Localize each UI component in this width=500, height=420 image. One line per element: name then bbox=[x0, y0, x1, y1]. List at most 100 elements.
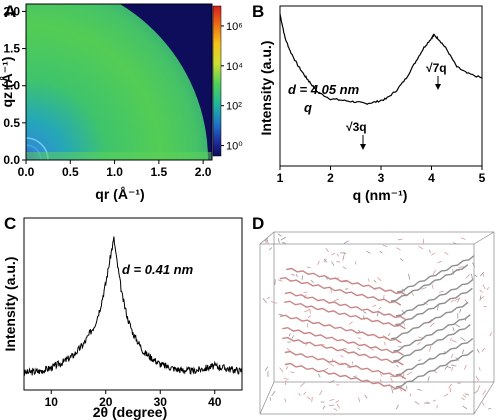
solvent-molecule bbox=[452, 327, 455, 332]
solvent-molecule bbox=[414, 401, 420, 405]
solvent-molecule bbox=[391, 387, 394, 394]
pink-chain bbox=[282, 336, 404, 366]
specular-band bbox=[26, 152, 212, 160]
solvent-molecule bbox=[396, 364, 399, 368]
solvent-molecule bbox=[475, 375, 480, 382]
gray-chain bbox=[395, 337, 474, 376]
solvent-molecule bbox=[489, 332, 493, 337]
pink-chain bbox=[284, 362, 407, 392]
solvent-molecule bbox=[290, 371, 295, 374]
solvent-molecule bbox=[325, 247, 329, 253]
panel-c-xtick-label: 30 bbox=[154, 395, 168, 409]
solvent-molecule bbox=[279, 367, 284, 373]
panel-a-ylabel: qz (Å⁻¹) bbox=[0, 57, 15, 108]
solvent-molecule bbox=[331, 252, 335, 256]
panel-a-ytick-label: 1.5 bbox=[3, 42, 20, 56]
panel-c-axes: 10 20 30 40 bbox=[45, 390, 222, 409]
solvent-molecule bbox=[310, 280, 314, 283]
solvent-molecule bbox=[353, 375, 357, 378]
solvent-molecule bbox=[343, 347, 348, 350]
solvent-molecule bbox=[453, 242, 458, 245]
solvent-molecule bbox=[450, 299, 455, 303]
solvent-molecule bbox=[269, 397, 272, 401]
solvent-molecule bbox=[328, 404, 335, 406]
solvent-molecule bbox=[303, 391, 307, 396]
solvent-molecule bbox=[477, 384, 481, 390]
solvent-molecule bbox=[390, 377, 394, 383]
solvent-molecule bbox=[271, 301, 277, 304]
solvent-molecule bbox=[342, 256, 344, 261]
solvent-molecule bbox=[481, 401, 485, 406]
solvent-molecule bbox=[357, 347, 361, 351]
solvent-molecule bbox=[478, 367, 481, 371]
solvent-molecule bbox=[277, 279, 283, 282]
solvent-molecule bbox=[451, 339, 457, 343]
panel-c-xtick-label: 40 bbox=[208, 395, 222, 409]
solvent-molecule bbox=[463, 364, 467, 370]
solvent-molecule bbox=[329, 362, 335, 367]
colorbar-ticks: 10⁶ 10⁴ 10² 10⁰ bbox=[221, 21, 243, 153]
gray-chain bbox=[393, 314, 471, 352]
solvent-molecule bbox=[319, 390, 323, 396]
solvent-molecule bbox=[418, 245, 424, 250]
arrowhead-sqrt7q bbox=[435, 84, 441, 90]
gray-chains bbox=[390, 254, 475, 388]
solvent-molecule bbox=[416, 388, 422, 391]
solvent-molecule bbox=[306, 266, 311, 269]
heatmap-frame bbox=[25, 3, 213, 161]
solvent-molecule bbox=[382, 244, 388, 248]
solvent-molecule bbox=[309, 308, 311, 314]
panel-c-frame bbox=[23, 217, 243, 391]
solvent-molecule bbox=[364, 394, 368, 399]
solvent-molecule bbox=[336, 403, 341, 409]
solvent-molecule bbox=[486, 287, 489, 291]
solvent-molecule bbox=[418, 359, 422, 362]
solvent-molecule bbox=[409, 393, 412, 397]
solvent-molecule bbox=[340, 354, 344, 358]
panel-a-heatmap: 0.0 0.5 1.0 1.5 2.0 0.0 0.5 1.0 1.5 2.0 10⁶ 10⁴ 10²… bbox=[0, 3, 243, 202]
solvent-molecule bbox=[437, 260, 442, 264]
solvent-molecule bbox=[450, 337, 452, 342]
solvent-molecule bbox=[283, 378, 289, 380]
solvent-molecule bbox=[428, 318, 433, 323]
panel-b-xtick-label: 5 bbox=[479, 171, 486, 185]
colorbar-tick-label: 10² bbox=[226, 101, 242, 113]
solvent-molecule bbox=[373, 280, 377, 283]
panel-c-d-spacing: d = 0.41 nm bbox=[122, 262, 194, 277]
solvent-molecule bbox=[406, 371, 413, 376]
solvent-molecule bbox=[331, 261, 335, 266]
solvent-molecule bbox=[479, 295, 482, 301]
panel-d-simulation bbox=[259, 231, 495, 415]
solvent-molecule bbox=[429, 346, 432, 352]
solvent-molecule bbox=[291, 273, 295, 276]
solvent-molecule bbox=[458, 266, 465, 268]
panel-c-xlabel: 2θ (degree) bbox=[93, 404, 167, 420]
pink-chains bbox=[279, 267, 408, 392]
solvent-molecule bbox=[372, 304, 377, 308]
gray-chain bbox=[395, 287, 473, 326]
arrowhead-sqrt3q bbox=[360, 144, 366, 150]
panel-b-curve bbox=[279, 13, 483, 106]
solvent-molecule bbox=[384, 341, 386, 346]
solvent-molecule bbox=[285, 366, 289, 370]
panel-b-xlabel: q (nm⁻¹) bbox=[353, 187, 408, 203]
solvent-molecule bbox=[403, 322, 406, 326]
solvent-molecule bbox=[461, 349, 465, 355]
solvent-molecule bbox=[278, 313, 283, 316]
panel-a-xtick-label: 1.5 bbox=[151, 165, 168, 179]
panel-b-xtick-label: 4 bbox=[428, 171, 435, 185]
solvent-molecule bbox=[362, 311, 367, 314]
solvent-molecule bbox=[377, 277, 382, 282]
solvent-molecule bbox=[354, 261, 357, 265]
solvent-molecule bbox=[307, 396, 311, 400]
solvent-molecule bbox=[439, 290, 444, 293]
solvent-molecule bbox=[307, 315, 312, 319]
solvent-molecule bbox=[460, 337, 466, 342]
panel-c-ylabel: Intensity (a.u.) bbox=[2, 257, 18, 352]
solvent-molecule bbox=[479, 271, 485, 277]
solvent-molecule bbox=[429, 249, 431, 253]
solvent-molecule bbox=[429, 322, 435, 327]
panel-letter-d: D bbox=[252, 214, 265, 233]
solvent-molecule bbox=[262, 298, 267, 303]
pink-chain bbox=[279, 276, 402, 306]
